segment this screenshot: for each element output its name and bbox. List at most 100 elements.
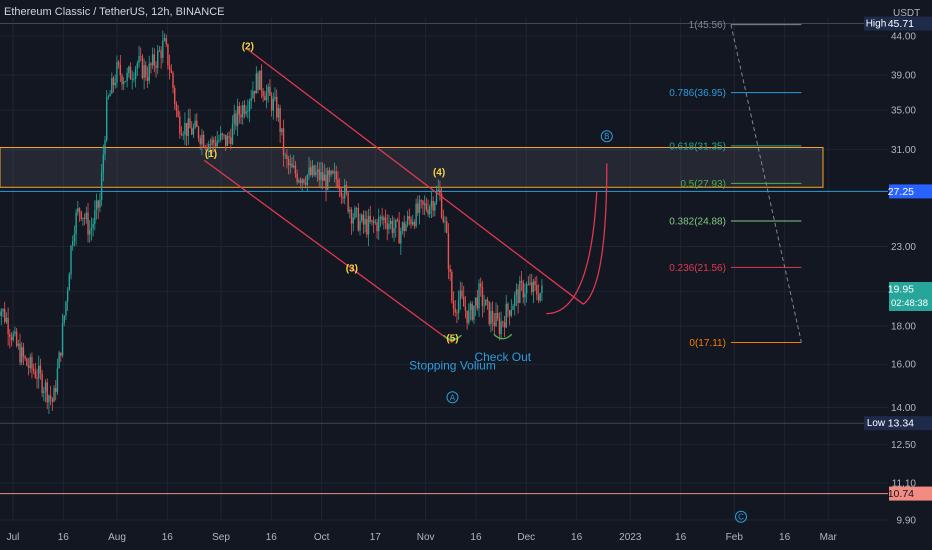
candle-body [235,113,237,126]
candle-body [442,217,445,222]
candle-body [313,165,315,176]
candle-body [531,282,533,293]
candle-body [119,64,122,76]
candle-body [226,136,229,146]
candle-body [53,388,55,402]
wave-label: (3) [346,263,358,274]
candle-body [265,92,268,101]
candle-body [2,309,4,312]
candle-body [415,203,417,227]
candle-body [151,54,154,66]
candle-body [398,220,400,244]
wave-circle [600,130,613,143]
candle-body [167,44,169,66]
time-tick-label: 16 [675,532,687,543]
candle-body [150,63,152,66]
candle-body [525,284,528,294]
price-tick-label: 12.50 [891,440,916,451]
candle-body [260,70,263,91]
time-axis[interactable]: Jul 16 Aug 16 Sep 16 Oct 17 Nov 16 Dec 16 2023 16 Feb 1… [7,532,838,543]
candle-body [17,343,20,346]
candle-body [51,398,54,402]
horizontal-lines [0,23,888,495]
candle-body [389,220,392,225]
candle-body [503,322,506,328]
candle-body [63,315,65,323]
price-tick-label: 39.00 [891,71,916,82]
annotation-text: Check Out [474,350,531,364]
time-tick-label: Nov [417,532,435,543]
price-badge-box [889,16,932,31]
candle-body [177,110,179,117]
candle-body [272,98,275,111]
candle-body [519,280,521,304]
candle-body [247,110,249,112]
time-tick-label: 16 [571,532,583,543]
candle-body [206,147,208,150]
candle-body [434,202,436,211]
candle-body [148,63,150,81]
candle-body [379,216,382,218]
candle-body [252,90,254,99]
candle-body [175,103,178,111]
candle-body [158,50,161,52]
price-tick-label: 16.00 [891,360,916,371]
candle-body [507,303,509,311]
candle-body [327,170,329,190]
candle-body [362,214,365,225]
candle-body [48,395,50,403]
candle-body [116,62,118,83]
candle-body [284,155,286,156]
candle-body [264,96,266,101]
candle-body [94,210,96,224]
candle-body [209,144,212,145]
candle-body [308,167,310,176]
fib-level-label: 0.5(27.93) [680,179,726,190]
candle-body [301,179,303,183]
candle-body [191,128,193,135]
price-badge-box [889,281,932,311]
candle-body [208,144,210,150]
candle-body [337,179,339,188]
candle-body [296,173,298,182]
candle-body [68,274,71,291]
fib-level-label: 0.618(31.35) [669,141,726,152]
candle-body [333,171,336,174]
candle-body [508,310,511,316]
candle-body [21,347,23,363]
candle-body [168,65,171,71]
candle-body [117,62,120,65]
candle-body [401,222,404,231]
candle-body [85,212,88,219]
candle-body [245,111,247,114]
candle-body [19,343,21,363]
candle-body [180,133,183,136]
candle-body [153,54,156,66]
candle-body [321,171,324,181]
candle-body [320,171,322,181]
time-tick-label: Sep [212,532,230,543]
candle-body [100,172,103,201]
candle-body [136,63,139,69]
candle-body [456,312,458,314]
candle-body [162,40,164,58]
candle-body [340,189,343,197]
candle-body [141,56,144,78]
candle-body [55,388,57,393]
candle-body [502,321,504,323]
candle-body [7,317,9,335]
price-axis[interactable]: 44.0039.0035.0031.0023.0020.0018.0016.00… [891,31,916,526]
time-tick-label: Mar [820,532,838,543]
projection-curve-long [582,163,608,305]
candle-body [332,171,334,174]
candle-body [412,221,414,225]
candle-body [77,208,79,213]
wave-circle [446,391,459,404]
candle-body [61,322,64,356]
candle-body [383,217,385,220]
candle-body [255,73,258,94]
candle-body [199,138,201,145]
candle-body [410,219,412,225]
candle-body [480,283,482,288]
